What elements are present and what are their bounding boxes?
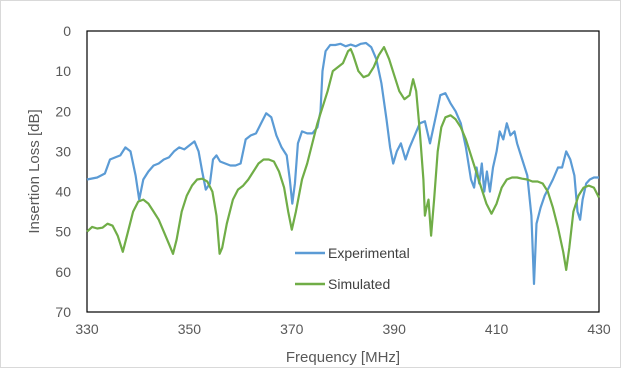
y-tick-label: 20 [55,103,71,119]
axis-ticks: 330 350 370 390 410 430 0 10 20 30 40 50 60 70 [55,23,610,337]
x-tick-label: 370 [280,321,304,337]
series-line-simulated [86,46,600,271]
x-tick-label: 350 [178,321,202,337]
plot-border [86,30,600,313]
y-tick-label: 40 [55,184,71,200]
x-tick-label: 330 [75,321,99,337]
x-tick-label: 430 [587,321,611,337]
x-axis-title: Frequency [MHz] [286,349,400,366]
legend-label: Simulated [328,276,390,292]
x-tick-label: 410 [485,321,509,337]
plot-area [86,30,600,313]
y-axis-title: Insertion Loss [dB] [26,109,43,233]
legend: Experimental Simulated [295,245,410,292]
x-tick-label: 390 [383,321,407,337]
y-tick-label: 0 [63,23,71,39]
y-tick-label: 60 [55,264,71,280]
y-tick-label: 50 [55,224,71,240]
series-line-experimental [86,41,599,285]
y-tick-label: 30 [55,143,71,159]
legend-label: Experimental [328,245,410,261]
y-tick-label: 70 [55,304,71,320]
series-group [86,41,600,285]
y-tick-label: 10 [55,63,71,79]
